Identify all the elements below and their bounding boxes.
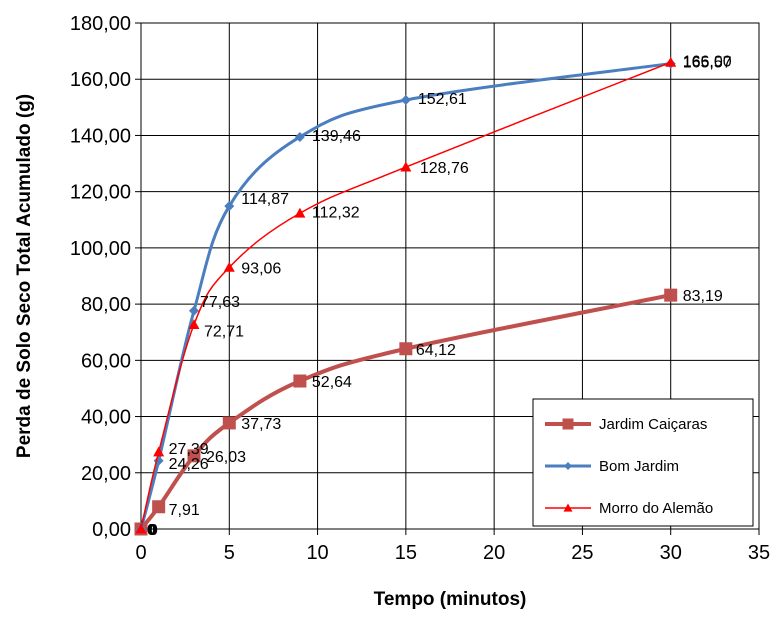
x-axis-title: Tempo (minutos) [374, 589, 527, 610]
data-point [664, 288, 678, 302]
series-morro-do-alem-o [135, 56, 677, 534]
data-point [400, 94, 411, 105]
data-point [223, 261, 235, 272]
axis-ticks: 0,00 20,00 40,00 60,00 80,00 100,00 120,00 140,… [70, 13, 770, 564]
data-label: 52,64 [312, 374, 352, 391]
data-point [224, 201, 235, 212]
legend-item: Jardim Caiçaras [545, 416, 707, 433]
legend-marker [563, 503, 573, 512]
series-jardim-cai-aras [134, 288, 678, 536]
data-labels: 07,9126,0337,7352,6464,1283,19024,2677,6… [147, 53, 732, 539]
x-tick-label: 10 [306, 542, 328, 564]
data-label: 166,00 [683, 53, 732, 70]
data-label: 27,39 [169, 441, 209, 458]
data-point [188, 319, 200, 330]
y-tick-label: 80,00 [81, 294, 131, 316]
data-label: 0 [149, 522, 158, 539]
legend-label: Bom Jardim [599, 458, 679, 475]
data-label: 139,46 [312, 128, 361, 145]
y-tick-label: 20,00 [81, 463, 131, 485]
data-label: 93,06 [241, 260, 281, 277]
series-line [139, 293, 672, 531]
data-point [665, 56, 677, 67]
data-point [294, 131, 305, 142]
x-tick-label: 0 [135, 542, 146, 564]
data-label: 0 [147, 522, 156, 539]
y-axis-title: Perda de Solo Seco Total Acumulado (g) [14, 94, 35, 458]
legend: Jardim Caiçaras Bom Jardim Morro do Alemão [532, 398, 754, 527]
data-label: 165,57 [683, 55, 732, 72]
series-line [140, 61, 671, 530]
series-line [139, 62, 671, 530]
legend-item: Bom Jardim [545, 458, 679, 475]
plot-area [140, 22, 760, 530]
x-tick-label: 35 [748, 542, 770, 564]
series-bom-jardim [136, 58, 676, 534]
data-label: 128,76 [420, 160, 469, 177]
x-tick-label: 20 [483, 542, 505, 564]
data-label: 64,12 [416, 342, 456, 359]
data-point [399, 342, 413, 356]
data-label: 152,61 [418, 91, 467, 108]
data-label: 112,32 [312, 204, 360, 221]
data-point [294, 207, 306, 218]
data-label: 24,26 [169, 456, 209, 473]
legend-label: Morro do Alemão [599, 500, 713, 517]
x-tick-label: 5 [224, 542, 235, 564]
x-tick-label: 15 [395, 542, 417, 564]
series-group [134, 56, 678, 536]
legend-marker [562, 418, 574, 430]
legend-item: Morro do Alemão [545, 500, 713, 517]
y-tick-label: 40,00 [81, 407, 131, 429]
data-point [152, 500, 166, 514]
data-label: 0 [147, 522, 156, 539]
data-label: 114,87 [241, 191, 289, 208]
y-tick-label: 100,00 [70, 238, 131, 260]
data-point [153, 446, 165, 457]
y-tick-label: 180,00 [70, 13, 131, 35]
data-label: 37,73 [241, 416, 281, 433]
data-label: 26,03 [206, 449, 246, 466]
data-point [135, 523, 147, 534]
legend-label: Jardim Caiçaras [599, 416, 707, 433]
x-tick-label: 30 [660, 542, 682, 564]
x-tick-label: 25 [571, 542, 593, 564]
data-point [293, 374, 307, 388]
legend-marker [564, 462, 572, 470]
data-label: 83,19 [683, 288, 723, 305]
y-tick-label: 120,00 [70, 182, 131, 204]
y-tick-label: 0,00 [92, 519, 131, 541]
y-tick-label: 140,00 [70, 125, 131, 147]
data-point [188, 305, 199, 316]
data-point [187, 449, 201, 463]
data-point [400, 161, 412, 172]
data-label: 77,63 [200, 294, 240, 311]
data-label: 7,91 [169, 502, 200, 519]
data-point [222, 416, 236, 430]
data-label: 72,71 [204, 324, 244, 341]
y-tick-label: 160,00 [70, 69, 131, 91]
y-tick-label: 60,00 [81, 350, 131, 372]
